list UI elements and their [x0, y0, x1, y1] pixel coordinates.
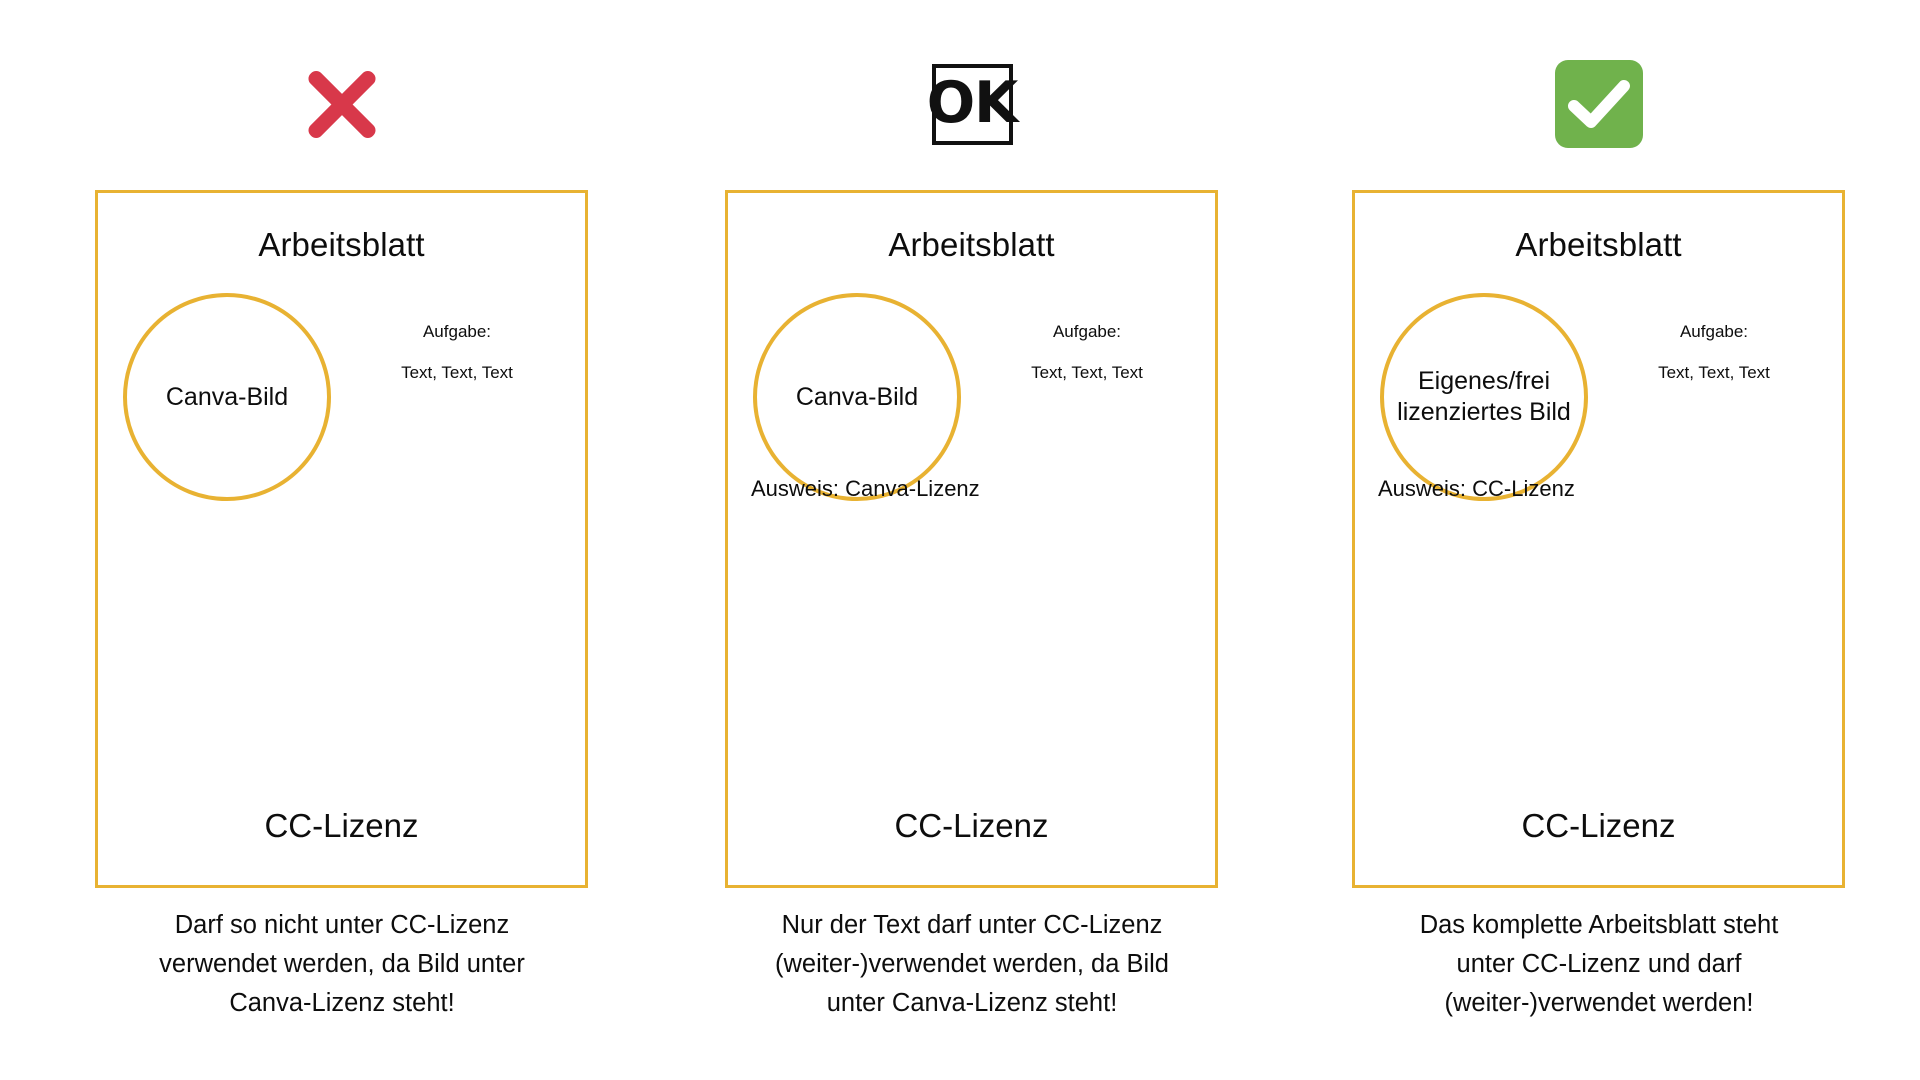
worksheet-licence-footer: CC-Lizenz — [894, 807, 1049, 844]
task-heading: Aufgabe: — [422, 322, 492, 341]
image-placeholder: Canva-Bild — [123, 293, 331, 501]
check-icon — [1555, 60, 1643, 148]
worksheet-licence-footer: CC-Lizenz — [264, 807, 419, 844]
image-placeholder: Eigenes/frei lizenziertes Bild — [1380, 293, 1588, 501]
image-licence-note: Ausweis: CC-Lizenz — [1378, 476, 1575, 501]
task-heading: Aufgabe: — [1679, 322, 1749, 341]
column-ok-text-only: OK Arbeitsblatt Canva-Bild Aufgabe: Text… — [725, 0, 1219, 1080]
column-caption: Darf so nicht unter CC-Lizenz verwendet … — [159, 911, 525, 1017]
ok-badge: OK — [927, 63, 1018, 145]
task-heading: Aufgabe: — [1052, 322, 1122, 341]
column-caption: Nur der Text darf unter CC-Lizenz (weite… — [774, 911, 1169, 1017]
image-placeholder: Canva-Bild — [753, 293, 961, 501]
worksheet-title: Arbeitsblatt — [1515, 226, 1682, 263]
worksheet-title: Arbeitsblatt — [888, 226, 1055, 263]
image-placeholder-label: Canva-Bild — [795, 382, 919, 411]
status-badge-slot — [1352, 48, 1846, 160]
task-block: Aufgabe: Text, Text, Text — [333, 321, 581, 383]
status-badge-slot — [95, 48, 589, 160]
task-block: Aufgabe: Text, Text, Text — [963, 321, 1211, 383]
column-caption: Das komplette Arbeitsblatt steht unter C… — [1419, 911, 1779, 1017]
worksheet-title: Arbeitsblatt — [258, 226, 425, 263]
column-not-allowed: Arbeitsblatt Canva-Bild Aufgabe: Text, T… — [95, 0, 589, 1080]
worksheet-card: Arbeitsblatt Canva-Bild Aufgabe: Text, T… — [95, 190, 588, 888]
image-placeholder-label: Canva-Bild — [165, 382, 289, 411]
worksheet-card: Arbeitsblatt Eigenes/frei lizenziertes B… — [1352, 190, 1845, 888]
image-licence-note: Ausweis: Canva-Lizenz — [751, 476, 980, 501]
column-fully-allowed: Arbeitsblatt Eigenes/frei lizenziertes B… — [1352, 0, 1846, 1080]
status-badge-slot: OK — [725, 48, 1219, 160]
worksheet-card: Arbeitsblatt Canva-Bild Aufgabe: Text, T… — [725, 190, 1218, 888]
worksheet-licence-footer: CC-Lizenz — [1521, 807, 1676, 844]
task-text: Text, Text, Text — [1031, 363, 1143, 382]
task-block: Aufgabe: Text, Text, Text — [1590, 321, 1838, 383]
image-placeholder-label: Eigenes/frei lizenziertes Bild — [1397, 367, 1571, 426]
cross-icon — [300, 62, 384, 146]
task-text: Text, Text, Text — [401, 363, 513, 382]
task-text: Text, Text, Text — [1658, 363, 1770, 382]
